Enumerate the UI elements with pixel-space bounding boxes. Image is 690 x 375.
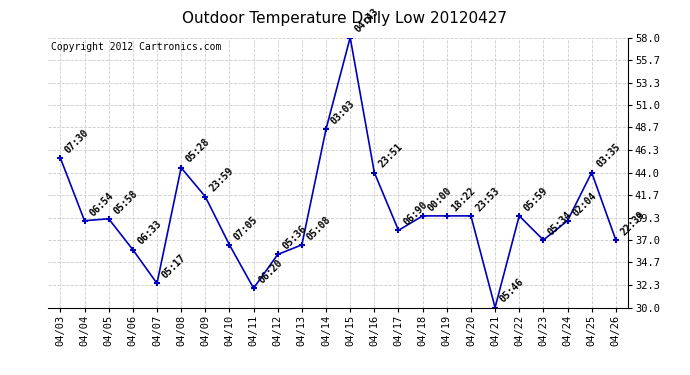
Text: Copyright 2012 Cartronics.com: Copyright 2012 Cartronics.com	[51, 42, 221, 51]
Text: 03:03: 03:03	[329, 99, 357, 126]
Text: 04:43: 04:43	[353, 7, 381, 35]
Text: 23:59: 23:59	[208, 166, 236, 194]
Text: 05:58: 05:58	[112, 188, 139, 216]
Text: 03:35: 03:35	[595, 142, 622, 170]
Text: 05:08: 05:08	[305, 214, 333, 242]
Text: 05:17: 05:17	[160, 253, 188, 280]
Text: 06:90: 06:90	[402, 200, 429, 228]
Text: 07:30: 07:30	[63, 128, 91, 155]
Text: 23:53: 23:53	[474, 185, 502, 213]
Text: 18:22: 18:22	[450, 185, 477, 213]
Text: 06:33: 06:33	[136, 219, 164, 247]
Text: 05:46: 05:46	[498, 277, 526, 305]
Text: 06:20: 06:20	[257, 258, 284, 285]
Text: Outdoor Temperature Daily Low 20120427: Outdoor Temperature Daily Low 20120427	[182, 11, 508, 26]
Text: 05:59: 05:59	[522, 185, 550, 213]
Text: 05:28: 05:28	[184, 137, 212, 165]
Text: 23:51: 23:51	[377, 142, 405, 170]
Text: 22:39: 22:39	[619, 209, 647, 237]
Text: 05:36: 05:36	[281, 224, 308, 252]
Text: 07:05: 07:05	[233, 214, 260, 242]
Text: 00:00: 00:00	[426, 185, 453, 213]
Text: 05:34: 05:34	[546, 209, 574, 237]
Text: 02:04: 02:04	[571, 190, 598, 218]
Text: 06:54: 06:54	[88, 190, 115, 218]
